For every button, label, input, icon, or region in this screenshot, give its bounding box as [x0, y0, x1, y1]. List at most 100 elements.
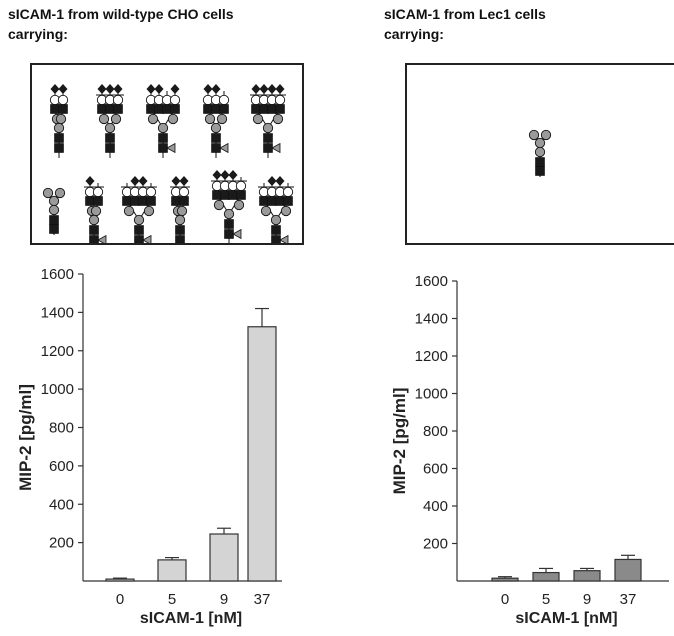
oligomannose-glycan [42, 187, 66, 235]
glcnac-square [89, 225, 99, 235]
glcnac-square [251, 104, 261, 114]
y-tick-label: 400 [423, 498, 448, 515]
mannose-circle [54, 187, 66, 199]
mannose-circle [123, 205, 135, 217]
galactose-circle [235, 180, 247, 192]
complex-glycan [211, 170, 247, 243]
x-tick-label: 0 [501, 591, 509, 608]
y-tick-label: 200 [423, 536, 448, 553]
mannose-circle [210, 122, 222, 134]
bar [573, 570, 601, 582]
glcnac-square [271, 235, 281, 243]
complex-glycan [202, 84, 230, 158]
mannose-circle [534, 146, 546, 158]
left-panel-title-line1: sICAM-1 from wild-type CHO cells [8, 6, 234, 22]
y-tick-label: 800 [49, 420, 74, 437]
glcnac-square [212, 190, 222, 200]
galactose-circle [145, 186, 157, 198]
galactose-circle [169, 94, 181, 106]
glcnac-square [283, 196, 293, 206]
mannose-circle [157, 122, 169, 134]
mannose-circle [272, 113, 284, 125]
fucose-triangle [271, 142, 281, 154]
complex-glycan [250, 84, 286, 158]
y-tick-label: 400 [49, 496, 74, 513]
glcnac-square [267, 196, 277, 206]
glcnac-square [224, 229, 234, 239]
x-tick-label: 9 [583, 591, 591, 608]
galactose-circle [92, 186, 104, 198]
complex-glycan [84, 176, 107, 243]
bar [157, 559, 187, 582]
glcnac-square [93, 196, 103, 206]
x-axis-title: sICAM-1 [nM] [140, 610, 242, 627]
complex-glycan [121, 176, 157, 243]
galactose-circle [274, 94, 286, 106]
glcnac-square [259, 196, 269, 206]
sialic-acid-diamond [211, 84, 221, 94]
y-tick-label: 1400 [415, 311, 448, 328]
sialic-acid-diamond [85, 176, 95, 186]
bar [614, 558, 642, 582]
sialic-acid-diamond [154, 84, 164, 94]
y-tick-label: 600 [423, 461, 448, 478]
glcnac-square [122, 196, 132, 206]
sialic-acid-diamond [97, 84, 107, 94]
complex-glycan [49, 84, 69, 158]
glcnac-square [154, 104, 164, 114]
mannose-circle [260, 205, 272, 217]
fucose-triangle [166, 142, 176, 154]
right-panel-title-line2: carrying: [384, 26, 444, 42]
mannose-circle [216, 113, 228, 125]
sialic-acid-diamond [138, 176, 148, 186]
lec1-bar-chart: 200 400 600 800 1000 1200 1400 1600 0 5 9 37sICAM-1… [390, 273, 669, 627]
glcnac-square [203, 104, 213, 114]
y-tick-label: 1200 [415, 348, 448, 365]
fucose-triangle [219, 142, 229, 154]
glcnac-square [263, 143, 273, 153]
wildtype-chart: 200 400 600 800 1000 1200 1400 1600 0 5 9 37 sICAM-1… [0, 258, 300, 631]
glcnac-square [220, 190, 230, 200]
glcnac-square [263, 133, 273, 143]
sialic-acid-diamond [171, 176, 181, 186]
sialic-acid-diamond [259, 84, 269, 94]
mannose-circle [104, 122, 116, 134]
sialic-acid-diamond [275, 176, 285, 186]
sialic-acid-diamond [267, 176, 277, 186]
glcnac-square [211, 104, 221, 114]
glcnac-square [58, 104, 68, 114]
x-tick-label: 37 [620, 591, 637, 608]
glcnac-square [211, 133, 221, 143]
mannose-circle [98, 113, 110, 125]
glcnac-square [236, 190, 246, 200]
galactose-circle [112, 94, 124, 106]
mannose-circle [133, 214, 145, 226]
mannose-circle [110, 113, 122, 125]
left-panel-title-line2: carrying: [8, 26, 68, 42]
right-panel-title: sICAM-1 from Lec1 cells carrying: [384, 4, 546, 44]
mannose-circle [167, 113, 179, 125]
galactose-circle [218, 94, 230, 106]
mannose-circle [88, 214, 100, 226]
sialic-acid-diamond [130, 176, 140, 186]
glcnac-square [275, 196, 285, 206]
mannose-circle [262, 122, 274, 134]
sialic-acid-diamond [146, 84, 156, 94]
galactose-circle [57, 94, 69, 106]
sialic-acid-diamond [203, 84, 213, 94]
mannose-circle [204, 113, 216, 125]
complex-glycan [258, 176, 294, 243]
y-tick-label: 1400 [41, 304, 74, 321]
glcnac-square [158, 143, 168, 153]
glcnac-square [89, 235, 99, 243]
sialic-acid-diamond [105, 84, 115, 94]
glcnac-square [146, 104, 156, 114]
y-axis-title: MIP-2 [pg/ml] [16, 384, 35, 491]
glcnac-square [271, 225, 281, 235]
glcnac-square [267, 104, 277, 114]
glcnac-square [138, 196, 148, 206]
bar [247, 326, 277, 582]
x-tick-label: 9 [220, 591, 228, 608]
y-tick-label: 1000 [415, 386, 448, 403]
mannose-circle [55, 113, 67, 125]
